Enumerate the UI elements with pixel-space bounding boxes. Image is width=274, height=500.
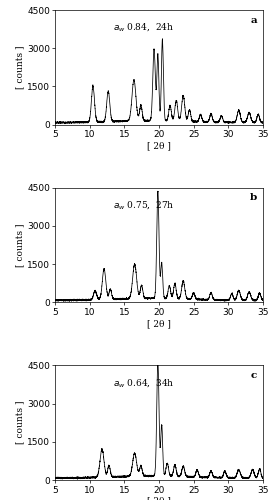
Y-axis label: [ counts ]: [ counts ] — [15, 46, 24, 89]
Y-axis label: [ counts ]: [ counts ] — [15, 224, 24, 267]
X-axis label: [ 2θ ]: [ 2θ ] — [147, 319, 171, 328]
Text: a: a — [250, 16, 257, 24]
Text: $a_w$ 0.64,  34h: $a_w$ 0.64, 34h — [113, 377, 175, 389]
Y-axis label: [ counts ]: [ counts ] — [15, 401, 24, 444]
Text: $a_w$ 0.75,  27h: $a_w$ 0.75, 27h — [113, 199, 175, 211]
X-axis label: [ 2θ ]: [ 2θ ] — [147, 496, 171, 500]
X-axis label: [ 2θ ]: [ 2θ ] — [147, 142, 171, 150]
Text: c: c — [250, 371, 257, 380]
Text: b: b — [250, 194, 257, 202]
Text: $a_w$ 0.84,  24h: $a_w$ 0.84, 24h — [113, 22, 174, 34]
